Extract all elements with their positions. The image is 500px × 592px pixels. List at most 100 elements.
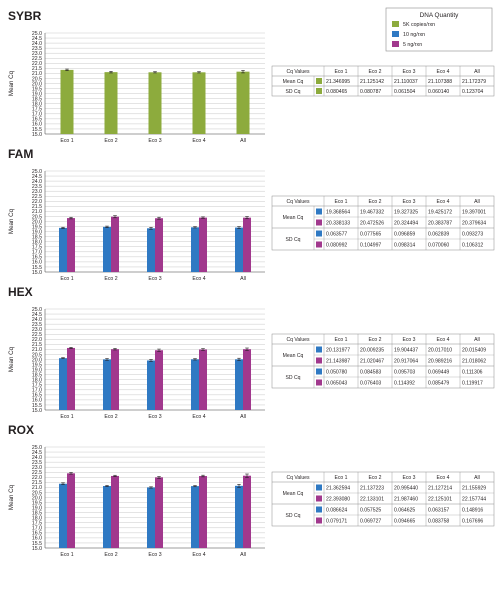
y-tick-label: 19.5 <box>32 86 42 92</box>
bar <box>199 217 207 272</box>
y-tick-label: 23.5 <box>32 184 42 190</box>
x-tick-label: Eco 2 <box>104 552 117 558</box>
y-tick-label: 18.5 <box>32 372 42 378</box>
y-tick-label: 20.5 <box>32 490 42 496</box>
y-tick-label: 18.0 <box>32 102 42 108</box>
table-swatch <box>316 517 322 524</box>
table-header: Cq Values <box>286 69 310 75</box>
y-tick-label: 20.5 <box>32 352 42 358</box>
y-tick-label: 22.0 <box>32 199 42 205</box>
table-row-label: SD Cq <box>285 375 300 381</box>
y-tick-label: 18.5 <box>32 96 42 102</box>
bar <box>111 475 119 548</box>
y-tick-label: 23.5 <box>32 460 42 466</box>
table-swatch <box>316 208 322 215</box>
y-tick-label: 15.5 <box>32 265 42 271</box>
y-tick-label: 17.0 <box>32 388 42 394</box>
y-tick-label: 15.5 <box>32 127 42 133</box>
table-swatch <box>316 219 322 226</box>
x-tick-label: Eco 2 <box>104 414 117 420</box>
bar <box>191 227 199 272</box>
table-border <box>271 65 495 97</box>
panel-rox: ROX Mean Cq 15.015.516.016.517.017.518.018… <box>8 423 495 558</box>
table-cell: 21.127214 <box>428 485 452 491</box>
table-cell: 20.379634 <box>462 220 486 226</box>
bar <box>67 347 75 410</box>
y-tick-label: 22.5 <box>32 470 42 476</box>
bar <box>235 227 243 272</box>
table-swatch <box>316 78 322 84</box>
bar <box>155 218 163 272</box>
table-cell: 0.069449 <box>428 369 449 375</box>
y-tick-label: 16.5 <box>32 255 42 261</box>
y-tick-label: 21.5 <box>32 480 42 486</box>
table-cell: 22.133101 <box>360 496 384 502</box>
y-axis-label: Mean Cq <box>8 208 15 234</box>
bar <box>103 486 111 548</box>
y-tick-label: 15.0 <box>32 270 42 276</box>
y-axis-label: Mean Cq <box>8 346 15 372</box>
y-tick-label: 15.0 <box>32 132 42 138</box>
bar <box>59 483 67 548</box>
table-cell: 0.070060 <box>428 242 449 248</box>
y-tick-label: 19.0 <box>32 367 42 373</box>
table-cell: 0.098314 <box>394 242 415 248</box>
bar <box>148 72 162 134</box>
y-tick-label: 20.0 <box>32 495 42 501</box>
table-cell: 22.157744 <box>462 496 486 502</box>
table-cell: 20.383787 <box>428 220 452 226</box>
table-cell: 0.069727 <box>360 518 381 524</box>
table-cell: 0.096859 <box>394 231 415 237</box>
table-cell: 19.467332 <box>360 209 384 215</box>
table-header: Eco 4 <box>436 69 449 75</box>
table-cell: 0.083758 <box>428 518 449 524</box>
y-tick-label: 22.5 <box>32 56 42 62</box>
y-tick-label: 23.0 <box>32 327 42 333</box>
table-cell: 0.093273 <box>462 231 483 237</box>
table-cell: 21.125142 <box>360 79 384 85</box>
y-tick-label: 16.0 <box>32 398 42 404</box>
panel-title: HEX <box>8 285 33 299</box>
table-border <box>271 471 495 527</box>
table-header: All <box>474 475 480 481</box>
bar <box>191 486 199 548</box>
y-tick-label: 21.0 <box>32 71 42 77</box>
x-tick-label: All <box>240 276 246 282</box>
table-cell: 0.060140 <box>428 89 449 95</box>
table-swatch <box>316 495 322 502</box>
x-tick-label: All <box>240 138 246 144</box>
y-tick-label: 19.0 <box>32 505 42 511</box>
bar <box>155 350 163 410</box>
y-tick-label: 25.0 <box>32 169 42 175</box>
table-cell: 21.137223 <box>360 485 384 491</box>
y-tick-label: 18.0 <box>32 516 42 522</box>
bar <box>199 349 207 410</box>
table-cell: 20.995440 <box>394 485 418 491</box>
x-tick-label: Eco 3 <box>148 414 161 420</box>
panel-title: ROX <box>8 423 34 437</box>
x-tick-label: All <box>240 552 246 558</box>
table-cell: 21.110037 <box>394 79 418 85</box>
table-row-label: Mean Cq <box>283 215 304 221</box>
y-tick-label: 22.5 <box>32 194 42 200</box>
table-cell: 21.018062 <box>462 358 486 364</box>
table-header: All <box>474 337 480 343</box>
y-tick-label: 17.5 <box>32 245 42 251</box>
table-swatch <box>316 506 322 513</box>
y-tick-label: 22.0 <box>32 475 42 481</box>
table-header: Eco 3 <box>402 69 415 75</box>
x-tick-label: Eco 3 <box>148 552 161 558</box>
table-swatch <box>316 230 322 237</box>
table-cell: 20.009235 <box>360 347 384 353</box>
y-tick-label: 18.5 <box>32 234 42 240</box>
y-tick-label: 21.5 <box>32 204 42 210</box>
y-tick-label: 19.5 <box>32 224 42 230</box>
y-tick-label: 24.5 <box>32 36 42 42</box>
y-tick-label: 25.0 <box>32 445 42 451</box>
table-cell: 0.095703 <box>394 369 415 375</box>
table-row-label: Mean Cq <box>283 491 304 497</box>
table-cell: 19.368564 <box>326 209 350 215</box>
table-cell: 21.362594 <box>326 485 350 491</box>
table-cell: 0.086624 <box>326 507 347 513</box>
